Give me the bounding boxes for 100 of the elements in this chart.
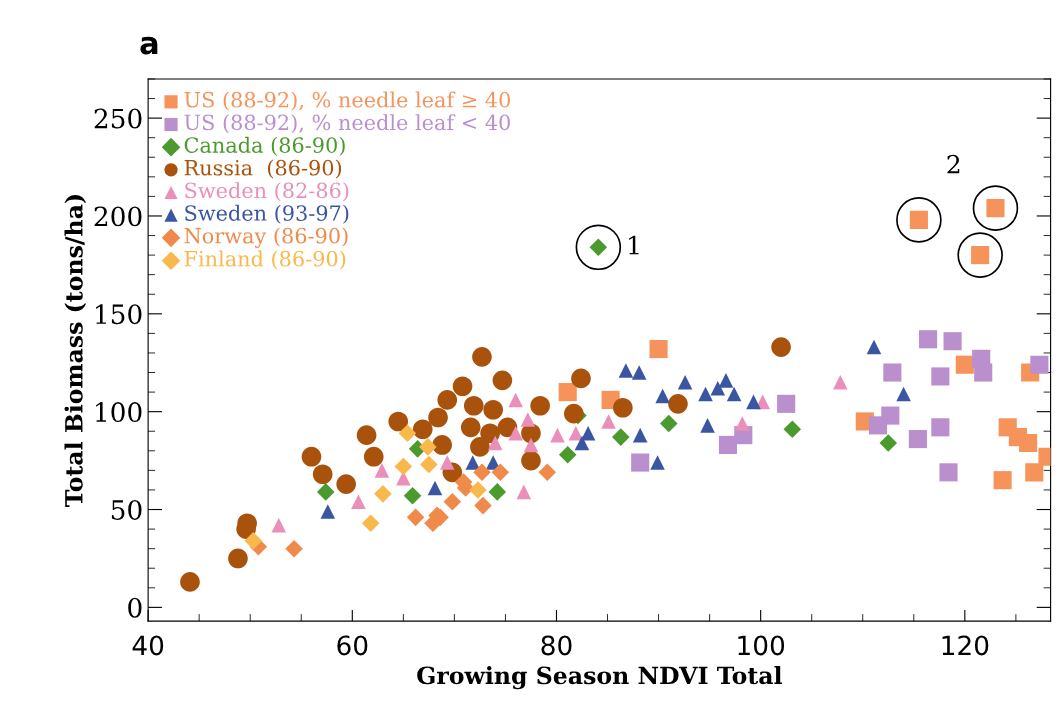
- point: [520, 412, 536, 427]
- point: [612, 428, 630, 446]
- annotation: 2: [947, 154, 960, 174]
- point: [244, 532, 263, 550]
- legend-label: Canada (86-90): [184, 136, 345, 156]
- point: [618, 363, 634, 378]
- point: [571, 368, 591, 389]
- point: [406, 508, 425, 527]
- point: [931, 367, 950, 386]
- point: [312, 464, 333, 485]
- point: [783, 420, 802, 439]
- point: [632, 427, 648, 443]
- point: [488, 483, 507, 501]
- point: [869, 416, 888, 435]
- point: [668, 394, 688, 414]
- point: [403, 487, 422, 505]
- point: [735, 416, 750, 431]
- point: [650, 455, 665, 470]
- point: [301, 446, 322, 467]
- point: [443, 492, 462, 511]
- point: [336, 474, 356, 494]
- point: [655, 388, 670, 404]
- legend-label: Russia (86-90): [184, 159, 342, 179]
- point: [271, 517, 287, 533]
- point: [943, 332, 962, 351]
- point: [530, 395, 550, 416]
- point: [374, 485, 392, 503]
- point: [550, 427, 565, 443]
- point: [718, 373, 734, 388]
- y-tick-label: 250: [94, 108, 142, 129]
- x-tick-label: 40: [132, 635, 164, 656]
- point: [469, 481, 487, 499]
- point: [698, 386, 713, 402]
- point: [613, 397, 633, 418]
- point: [659, 414, 678, 433]
- legend-label: Sweden (82-86): [185, 182, 349, 202]
- point: [472, 347, 492, 367]
- point: [564, 403, 584, 424]
- point: [420, 455, 438, 474]
- point: [558, 383, 577, 402]
- point: [516, 484, 532, 500]
- point: [419, 438, 437, 456]
- point: [363, 446, 384, 467]
- point: [883, 363, 902, 382]
- point: [955, 355, 974, 374]
- point: [580, 425, 596, 441]
- point: [521, 450, 541, 471]
- point: [523, 437, 539, 453]
- point: [677, 375, 693, 390]
- point: [1030, 355, 1049, 374]
- point: [896, 386, 911, 402]
- point: [558, 445, 577, 464]
- point: [473, 463, 491, 482]
- point: [908, 430, 927, 449]
- legend-label: US (88-92), % needle leaf < 40: [184, 114, 510, 134]
- point: [931, 418, 950, 437]
- point: [427, 480, 443, 496]
- point: [919, 330, 938, 349]
- point: [439, 455, 455, 470]
- point: [285, 539, 303, 558]
- x-axis-title: Growing Season NDVI Total: [417, 666, 782, 690]
- point: [491, 463, 510, 482]
- point: [470, 437, 490, 457]
- point: [993, 471, 1012, 490]
- legend-label: Finland (86-90): [184, 250, 346, 270]
- point: [320, 504, 336, 519]
- point: [474, 496, 492, 515]
- point: [879, 434, 898, 452]
- point: [228, 548, 248, 569]
- point: [388, 411, 409, 432]
- point: [777, 394, 796, 413]
- legend-label: Norway (86-90): [184, 227, 348, 248]
- point: [492, 370, 513, 391]
- y-axis-title: Total Biomass (tons/ha): [64, 195, 87, 507]
- y-tick-label: 0: [128, 597, 142, 618]
- point: [601, 414, 616, 429]
- point: [465, 455, 481, 470]
- x-tick-label: 80: [541, 635, 572, 656]
- x-tick-label: 60: [337, 635, 368, 656]
- point: [726, 386, 742, 402]
- point: [1025, 463, 1044, 482]
- legend-label: US (88-92), % needle leaf ≥ 40: [184, 91, 510, 111]
- point: [460, 417, 481, 438]
- point: [374, 463, 390, 478]
- annotation: 1: [629, 235, 639, 255]
- point: [483, 399, 503, 420]
- point: [452, 376, 473, 397]
- legend-label: Sweden (93-97): [185, 204, 349, 224]
- point: [412, 419, 433, 440]
- y-tick-label: 200: [94, 206, 142, 227]
- point: [394, 457, 413, 476]
- point: [710, 380, 726, 396]
- point: [180, 572, 200, 592]
- point: [538, 463, 557, 482]
- point: [718, 435, 738, 454]
- chart-title: a: [140, 36, 158, 55]
- x-tick-label: 120: [942, 635, 989, 656]
- point: [432, 435, 452, 455]
- point: [631, 365, 647, 380]
- point: [356, 425, 377, 445]
